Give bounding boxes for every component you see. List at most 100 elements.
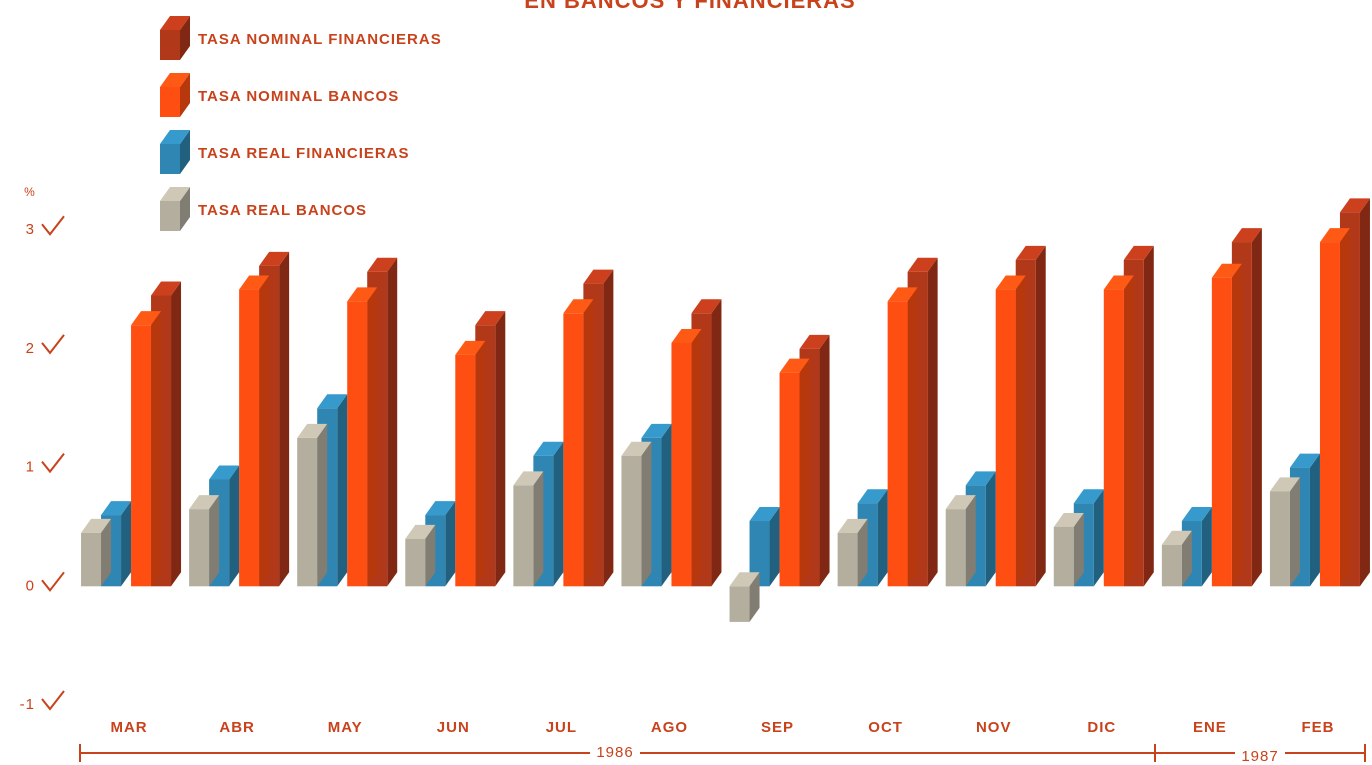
x-tick-label: JUL	[546, 719, 577, 736]
bar-top	[1269, 477, 1300, 492]
bar-side	[819, 334, 830, 587]
bar-top	[209, 465, 240, 480]
y-tick-label: -1	[20, 696, 35, 713]
bar-top	[455, 340, 486, 355]
bar-top	[425, 501, 456, 516]
bar-side	[209, 495, 220, 587]
bar-side	[425, 524, 436, 587]
bar-side	[445, 501, 456, 587]
bar-side	[603, 269, 614, 587]
bar-top	[887, 287, 918, 302]
bar-side	[691, 328, 702, 587]
bar	[837, 532, 858, 587]
bar-top	[513, 471, 544, 486]
bar-side	[965, 495, 976, 587]
bar-side	[387, 257, 398, 587]
legend-swatch	[160, 30, 180, 60]
bar-side	[101, 518, 112, 587]
legend-swatch-side	[180, 16, 190, 60]
tick-mark	[41, 215, 65, 236]
bar	[563, 313, 584, 587]
bar-side	[1123, 275, 1134, 587]
bar-top	[799, 334, 830, 349]
bar-top	[1339, 198, 1370, 213]
y-axis-label: %	[24, 185, 36, 199]
legend-label: TASA NOMINAL BANCOS	[198, 88, 399, 105]
bar-top	[965, 471, 996, 486]
year-label: 1987	[1241, 748, 1278, 765]
bar-top	[405, 524, 436, 539]
x-tick-label: MAR	[110, 719, 147, 736]
bar-side	[229, 465, 240, 587]
bar-side	[583, 299, 594, 587]
x-tick-label: ABR	[219, 719, 255, 736]
bar-side	[1201, 507, 1212, 587]
bar-top	[1319, 228, 1350, 243]
legend-swatch	[160, 201, 180, 231]
bar-side	[553, 441, 564, 587]
bar-top	[259, 251, 290, 266]
bar-top	[1211, 263, 1242, 278]
bar-top	[1161, 530, 1192, 545]
bar-side	[1359, 198, 1370, 587]
bar-top	[857, 489, 888, 504]
y-tick-label: 1	[26, 459, 35, 476]
bar-top	[239, 275, 270, 290]
bar-top	[945, 495, 976, 510]
y-tick-label: 2	[26, 340, 35, 357]
legend-label: TASA REAL BANCOS	[198, 202, 367, 219]
legend-swatch	[160, 144, 180, 174]
bar-top	[583, 269, 614, 284]
bar-side	[171, 281, 182, 587]
bar	[621, 455, 642, 587]
bar-top	[81, 518, 112, 533]
year-label: 1986	[596, 744, 633, 761]
bar-top	[533, 441, 564, 456]
bar-top	[317, 394, 348, 409]
bar-top	[671, 328, 702, 343]
bar	[887, 301, 908, 587]
bar-top	[1289, 453, 1320, 468]
bar	[405, 538, 426, 587]
bar	[347, 301, 368, 587]
bar	[131, 325, 152, 587]
y-tick-label: 0	[26, 577, 35, 594]
bar-top	[641, 423, 672, 438]
bar-top	[837, 518, 868, 533]
x-tick-label: AGO	[651, 719, 688, 736]
legend-swatch-side	[180, 130, 190, 174]
bar-side	[121, 501, 132, 587]
bar-side	[151, 311, 162, 587]
bar	[1319, 242, 1340, 587]
bar-side	[475, 340, 486, 587]
bar	[1211, 277, 1232, 587]
bar-side	[1309, 453, 1320, 587]
bar-side	[907, 287, 918, 587]
x-tick-label: SEP	[761, 719, 794, 736]
bar-side	[279, 251, 290, 587]
x-tick-label: MAY	[328, 719, 363, 736]
bar-side	[641, 441, 652, 587]
bar	[995, 289, 1016, 587]
bar-top	[1231, 228, 1262, 243]
bar	[81, 532, 102, 587]
bar-top	[907, 257, 938, 272]
bar-top	[995, 275, 1026, 290]
bar-side	[1181, 530, 1192, 587]
bar-side	[1289, 477, 1300, 587]
bar	[1161, 544, 1182, 587]
bar-top	[101, 501, 132, 516]
bar	[297, 437, 318, 587]
bar-side	[337, 394, 348, 587]
legend-swatch-side	[180, 73, 190, 117]
tick-mark	[41, 571, 65, 592]
legend-swatch	[160, 87, 180, 117]
bar-side	[857, 518, 868, 587]
label-bg	[1235, 748, 1285, 765]
chart-title: EN BANCOS Y FINANCIERAS	[524, 0, 855, 13]
bar-side	[1143, 245, 1154, 587]
bar	[671, 342, 692, 587]
legend-swatch-top	[160, 130, 190, 144]
bar-side	[1073, 512, 1084, 587]
